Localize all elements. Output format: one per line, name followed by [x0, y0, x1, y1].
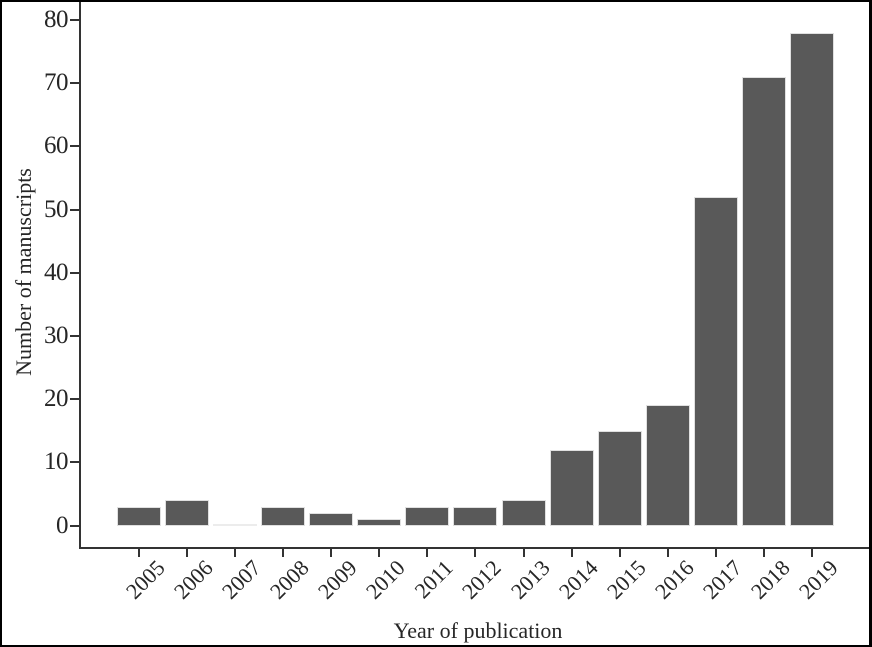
- x-axis-tick-label: 2013: [505, 555, 555, 604]
- bar-2016: [645, 405, 690, 526]
- bar-2006: [165, 500, 210, 526]
- bar-2017: [693, 196, 738, 526]
- bar-2005: [117, 506, 161, 526]
- y-axis-tick-label: 80: [44, 5, 69, 33]
- x-axis-tick-label: 2010: [361, 555, 411, 604]
- x-axis-tick: [810, 549, 813, 557]
- x-axis-tick-label: 2006: [168, 555, 218, 604]
- x-axis-tick: [330, 549, 333, 557]
- y-axis-tick: [70, 461, 79, 464]
- y-axis-tick-label: 10: [44, 448, 69, 476]
- y-axis-tick-label: 50: [44, 195, 69, 223]
- x-axis-tick: [474, 549, 477, 557]
- y-axis-title: Number of manuscripts: [11, 168, 36, 376]
- x-axis-tick: [762, 549, 765, 557]
- y-axis-tick: [70, 82, 79, 85]
- bar-2009: [309, 512, 354, 526]
- bar-2018: [741, 76, 786, 526]
- y-axis-tick: [70, 398, 79, 401]
- x-axis-tick-label: 2009: [313, 555, 362, 604]
- bar-2015: [597, 430, 642, 526]
- x-axis-tick: [234, 549, 237, 557]
- y-axis-tick: [70, 271, 79, 274]
- y-axis-tick: [70, 208, 79, 211]
- bar-2019: [789, 32, 834, 526]
- y-axis-tick: [70, 334, 79, 337]
- y-axis-tick-label: 70: [44, 69, 69, 97]
- x-axis-tick: [666, 549, 669, 557]
- x-axis-tick-label: 2012: [457, 555, 507, 604]
- bar-2013: [501, 500, 546, 526]
- bar-2010: [357, 519, 402, 526]
- y-axis-tick-label: 0: [56, 511, 69, 539]
- y-axis-tick-label: 60: [44, 132, 69, 160]
- y-axis-tick-label: 40: [44, 258, 69, 286]
- bar-2012: [453, 506, 498, 526]
- y-axis-tick-label: 30: [44, 321, 69, 349]
- y-axis-line: [79, 2, 81, 548]
- x-axis-tick-label: 2007: [217, 555, 266, 604]
- x-axis-tick-label: 2015: [601, 555, 651, 604]
- x-axis-tick: [714, 549, 717, 557]
- bar-2011: [405, 506, 450, 526]
- y-axis-tick-label: 20: [44, 385, 69, 413]
- bar-2008: [261, 506, 306, 526]
- x-axis-tick-label: 2018: [745, 555, 795, 604]
- x-axis-tick-label: 2016: [649, 555, 699, 604]
- x-axis-line: [79, 547, 869, 549]
- x-axis-tick: [570, 549, 573, 557]
- x-axis-tick-label: 2019: [793, 555, 843, 604]
- bar-2014: [549, 449, 594, 526]
- x-axis-tick: [618, 549, 621, 557]
- x-axis-title: Year of publication: [393, 618, 563, 643]
- x-axis-tick-label: 2014: [553, 555, 603, 604]
- y-axis-tick: [70, 18, 79, 21]
- x-axis-tick: [282, 549, 285, 557]
- y-axis-tick: [70, 524, 79, 527]
- x-axis-tick: [378, 549, 381, 557]
- x-axis-tick: [138, 549, 140, 557]
- x-axis-tick: [522, 549, 525, 557]
- x-axis-tick-label: 2011: [409, 555, 459, 604]
- y-axis-tick: [70, 145, 79, 148]
- x-axis-tick-label: 2008: [265, 555, 314, 604]
- x-axis-tick-label: 2017: [697, 555, 747, 604]
- x-axis-tick: [186, 549, 189, 557]
- bar-2007: [213, 524, 258, 526]
- x-axis-tick: [426, 549, 429, 557]
- x-axis-tick-label: 2005: [120, 555, 170, 604]
